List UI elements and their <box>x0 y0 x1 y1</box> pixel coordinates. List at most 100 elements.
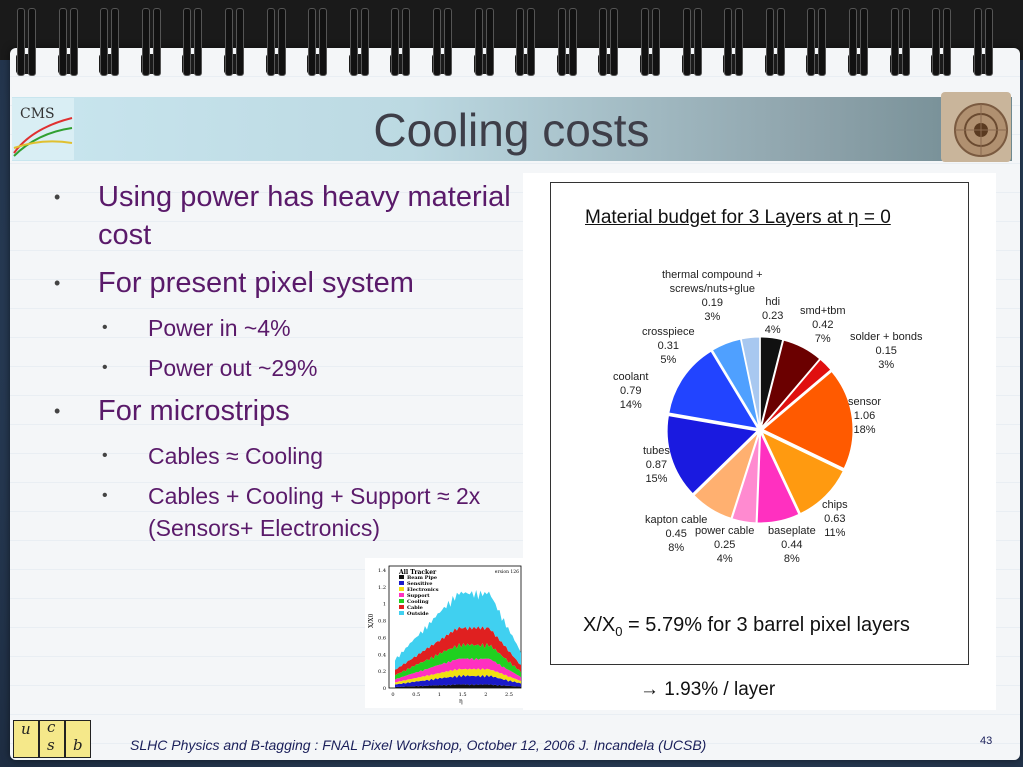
spiral-ring <box>680 4 704 80</box>
spiral-ring <box>472 4 496 80</box>
stack-area <box>395 684 521 688</box>
bullet-text: Power out ~29% <box>148 355 318 381</box>
x-axis-label: η <box>459 698 463 705</box>
legend-entry: Cooling <box>407 599 429 605</box>
legend-entry: Outside <box>407 611 429 617</box>
ucsb-letter: s <box>47 736 55 754</box>
spiral-ring <box>97 4 121 80</box>
pie-slice <box>711 338 760 428</box>
svg-text:CMS: CMS <box>20 106 55 122</box>
legend-entry: Beam Pipe <box>407 575 437 581</box>
legend-entry: Sensitive <box>407 581 432 587</box>
pie-slice <box>740 336 761 428</box>
pie-slice-label: chips 0.63 11% <box>822 499 848 539</box>
pie-slice <box>761 431 844 515</box>
pie-slice-label: thermal compound + screws/nuts+glue 0.19 3% <box>662 269 763 323</box>
pie-slice <box>762 370 854 470</box>
spiral-ring <box>804 4 828 80</box>
spiral-ring <box>971 4 995 80</box>
spiral-ring <box>430 4 454 80</box>
spiral-rings <box>14 4 1014 84</box>
legend-entry: Support <box>407 593 430 599</box>
bullet-text: Cables ≈ Cooling <box>148 443 323 469</box>
legend-entry: Cable <box>407 605 423 611</box>
spiral-ring <box>347 4 371 80</box>
bullet-dot: • <box>54 273 61 293</box>
spiral-ring <box>56 4 80 80</box>
y-tick-label: 0 <box>383 686 386 692</box>
bullet-list: • Using power has heavy material cost • For… <box>50 178 520 552</box>
tracker-material-plot: 1.4 1.2 1 0.8 0.6 0.4 0.2 0 0 0.5 1 1.5 2 2.5 η X/X0 All… <box>365 558 525 708</box>
material-summary: X/X0 = 5.79% for 3 barrel pixel layers <box>583 614 910 639</box>
pie-slice <box>759 336 784 428</box>
spiral-ring <box>763 4 787 80</box>
pie-slice-label: coolant 0.79 14% <box>613 371 649 411</box>
pie-slice <box>731 432 760 524</box>
pie-slice <box>668 350 759 429</box>
x-tick-label: 0.5 <box>412 692 420 698</box>
spiral-ring <box>513 4 537 80</box>
bullet-dot: • <box>54 187 61 207</box>
x-tick-label: 1.5 <box>459 692 467 698</box>
sub-bullet-item: • Power in ~4% <box>50 312 520 344</box>
spiral-ring <box>139 4 163 80</box>
ucsb-letter: c <box>47 718 56 736</box>
title-bar <box>12 97 1012 161</box>
spiral-ring <box>222 4 246 80</box>
x-tick-label: 0 <box>391 692 394 698</box>
sub-bullet-item: • Cables + Cooling + Support ≈ 2x (Sensor… <box>50 480 520 544</box>
pie-chart-title: Material budget for 3 Layers at η = 0 <box>585 207 891 228</box>
x-tick-label: 1 <box>438 692 441 698</box>
bullet-dot: • <box>102 359 108 376</box>
y-tick-label: 1 <box>383 602 386 608</box>
bullet-text: Power in ~4% <box>148 315 291 341</box>
detector-photo <box>941 92 1011 162</box>
x-tick-label: 2.5 <box>505 692 513 698</box>
stack-area <box>395 657 521 683</box>
spiral-ring <box>596 4 620 80</box>
pie-slice-label: hdi 0.23 4% <box>762 296 784 336</box>
per-layer-note: → 1.93% / layer <box>640 679 776 700</box>
spiral-ring <box>14 4 38 80</box>
pie-slice-label: crosspiece 0.31 5% <box>642 326 695 366</box>
spiral-ring <box>264 4 288 80</box>
y-tick-label: 1.4 <box>378 568 386 574</box>
spiral-ring <box>721 4 745 80</box>
mini-chart-corner-label: ersion 126 <box>495 569 519 575</box>
bullet-text: Using power has heavy material cost <box>98 181 511 251</box>
pie-slice <box>756 432 800 524</box>
pie-chart <box>666 336 854 524</box>
bullet-item: • For present pixel system <box>50 264 520 302</box>
bullet-text: For microstrips <box>98 395 290 427</box>
pie-slice <box>666 415 759 495</box>
y-axis-label: X/X0 <box>368 613 375 628</box>
spiral-ring <box>388 4 412 80</box>
ucsb-letter: b <box>73 736 83 754</box>
spiral-ring <box>555 4 579 80</box>
mini-chart-title: All Tracker <box>398 569 437 576</box>
bullet-text: For present pixel system <box>98 267 414 299</box>
legend-entry: Electronics <box>407 587 439 593</box>
stack-area <box>395 668 521 685</box>
pie-slice <box>693 432 759 519</box>
y-tick-label: 0.8 <box>378 619 386 625</box>
y-tick-label: 0.2 <box>378 669 386 675</box>
pie-slice-label: baseplate 0.44 8% <box>768 525 816 565</box>
bullet-item: • For microstrips <box>50 392 520 430</box>
stack-area <box>395 626 521 676</box>
cms-logo: CMS <box>12 98 74 160</box>
spiral-ring <box>929 4 953 80</box>
spiral-ring <box>846 4 870 80</box>
x-tick-label: 2 <box>484 692 487 698</box>
bullet-dot: • <box>102 487 108 504</box>
pie-slice-label: solder + bonds 0.15 3% <box>850 331 923 371</box>
page-title: Cooling costs <box>373 104 650 156</box>
stack-area <box>395 674 521 688</box>
sub-bullet-item: • Cables ≈ Cooling <box>50 440 520 472</box>
spiral-ring <box>888 4 912 80</box>
stack-area <box>395 642 521 680</box>
ucsb-letter: u <box>21 720 31 738</box>
bullet-text: Cables + Cooling + Support ≈ 2x (Sensors… <box>148 483 481 541</box>
y-tick-label: 0.4 <box>378 652 386 658</box>
